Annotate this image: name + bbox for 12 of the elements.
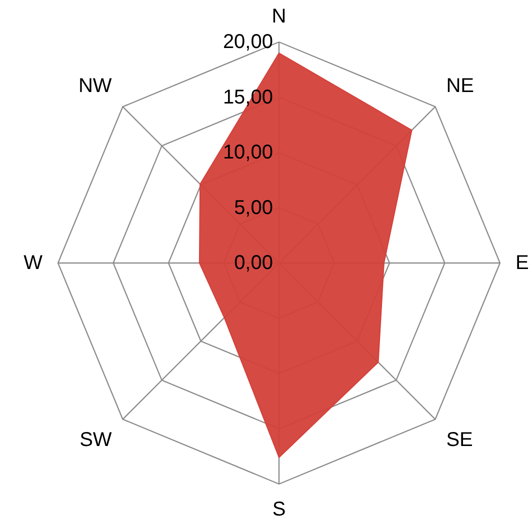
spoke-label: S: [272, 498, 286, 520]
y-tick-label: 0,00: [234, 252, 273, 274]
spoke-label: W: [24, 252, 43, 274]
spoke-label: N: [272, 6, 286, 28]
spoke-label: E: [515, 252, 529, 274]
y-tick-label: 20,00: [222, 31, 273, 54]
spoke-label: NE: [446, 74, 474, 97]
spoke-label: SW: [80, 429, 112, 452]
y-tick-label: 10,00: [222, 142, 273, 164]
y-tick-label: 5,00: [234, 196, 273, 219]
spoke-label: SE: [446, 429, 473, 452]
spoke-label: NW: [78, 74, 112, 97]
